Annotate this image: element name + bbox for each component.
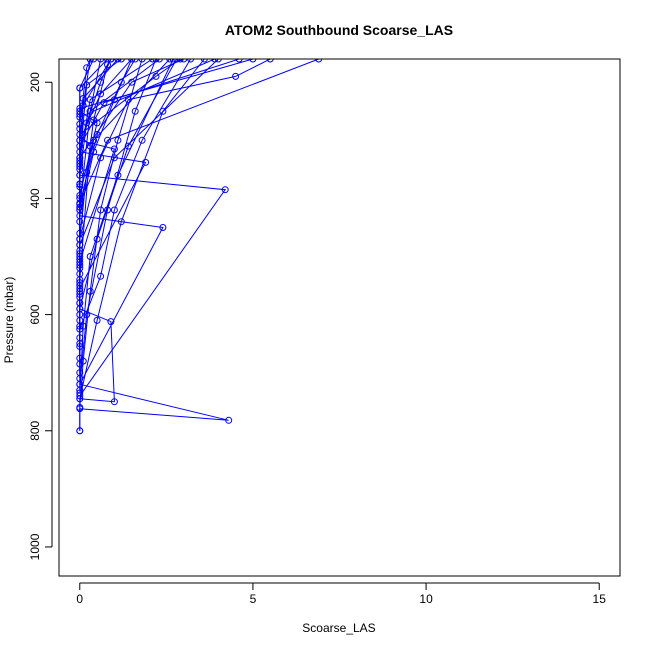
data-point — [149, 59, 156, 63]
data-point — [83, 81, 91, 89]
data-point — [114, 171, 122, 179]
series-line — [79, 59, 171, 266]
x-tick-label: 10 — [419, 592, 433, 606]
data-point — [76, 405, 84, 413]
data-point — [79, 95, 87, 102]
data-point — [187, 59, 195, 63]
series-line — [79, 59, 229, 421]
y-tick-label: 800 — [28, 420, 42, 440]
data-point — [97, 59, 105, 63]
y-tick-label: 400 — [28, 188, 42, 208]
data-point — [107, 59, 115, 63]
data-point — [155, 59, 163, 63]
y-tick-label: 200 — [28, 72, 42, 92]
x-axis-label: Scoarse_LAS — [302, 621, 375, 635]
data-point — [249, 59, 257, 63]
data-point — [128, 59, 136, 63]
data-point — [131, 107, 139, 115]
data-point — [117, 59, 125, 63]
data-point — [180, 59, 188, 63]
profile-series — [76, 59, 222, 362]
data-point — [104, 136, 111, 144]
chart-title: ATOM2 Southbound Scoarse_LAS — [225, 22, 453, 38]
data-point — [76, 427, 84, 435]
data-point — [97, 206, 105, 214]
data-point — [159, 224, 167, 231]
data-point — [138, 136, 146, 144]
data-point — [93, 316, 101, 324]
data-point — [232, 72, 240, 80]
data-point — [76, 157, 84, 165]
data-point — [104, 59, 111, 63]
data-point — [76, 181, 84, 188]
series-line — [79, 59, 219, 359]
data-point — [225, 416, 233, 424]
data-point — [221, 186, 229, 194]
data-point — [86, 96, 94, 104]
data-point — [176, 59, 184, 63]
y-tick-label: 600 — [28, 304, 42, 324]
x-tick-label: 15 — [593, 592, 607, 606]
x-tick-label: 5 — [250, 592, 257, 606]
y-tick-label: 1000 — [28, 533, 42, 560]
data-point — [86, 107, 94, 115]
data-point — [93, 119, 101, 127]
data-point — [110, 154, 118, 162]
profile-series — [76, 59, 163, 324]
data-point — [86, 253, 94, 260]
plot-area — [76, 59, 323, 435]
data-point — [110, 145, 118, 153]
data-point — [114, 59, 122, 63]
y-axis-label: Pressure (mbar) — [2, 277, 16, 364]
data-point — [76, 389, 84, 397]
x-axis: 0 5 10 15 — [76, 582, 607, 606]
data-point — [142, 158, 150, 166]
data-point — [114, 136, 122, 144]
data-point — [86, 59, 94, 63]
data-point — [97, 90, 105, 98]
plot-frame — [58, 58, 621, 577]
data-point — [200, 59, 208, 63]
data-point — [110, 398, 118, 406]
data-point — [110, 206, 118, 214]
data-point — [76, 241, 84, 249]
series-line — [79, 59, 227, 397]
data-point — [315, 59, 323, 63]
series-line — [79, 59, 164, 385]
data-point — [90, 136, 98, 144]
data-point — [138, 59, 146, 63]
profile-series — [76, 59, 177, 397]
data-point — [266, 59, 274, 63]
profile-series — [76, 59, 195, 394]
x-tick-label: 0 — [76, 592, 83, 606]
data-point — [86, 287, 94, 295]
data-point — [90, 59, 98, 63]
data-point — [131, 59, 139, 63]
data-point — [169, 59, 177, 63]
data-point — [214, 59, 222, 63]
series-line — [79, 59, 205, 431]
data-point — [166, 59, 174, 63]
data-point — [79, 322, 87, 330]
data-point — [97, 272, 105, 280]
data-point — [76, 290, 84, 298]
data-point — [76, 354, 84, 362]
series-line — [79, 59, 174, 394]
data-point — [76, 375, 84, 382]
y-axis: 200 400 600 800 1000 — [28, 72, 53, 560]
data-point — [76, 84, 84, 92]
data-point — [235, 59, 243, 63]
